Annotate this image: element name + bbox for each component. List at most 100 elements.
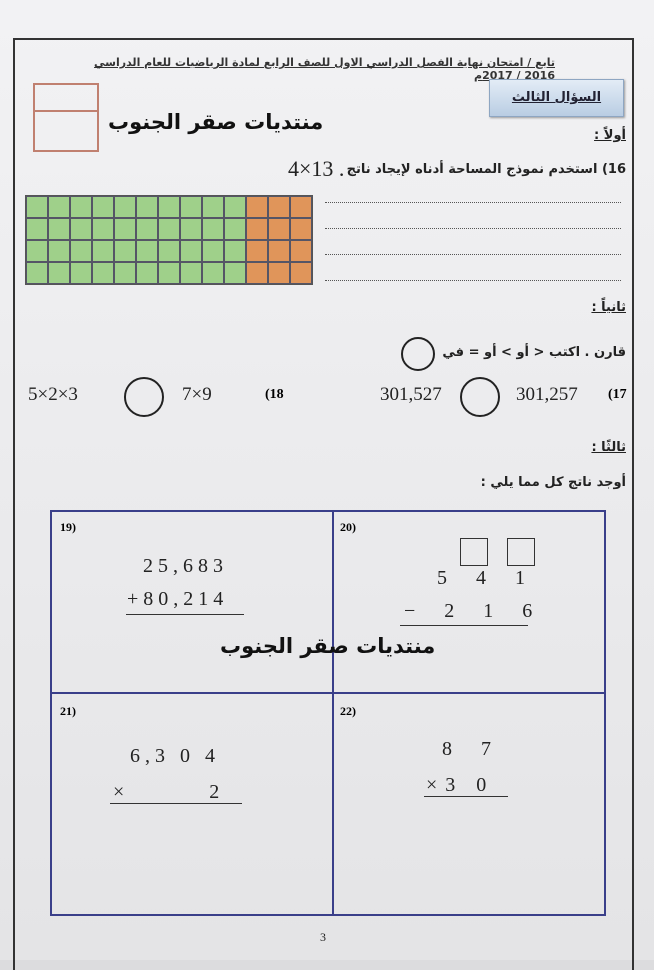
- grid-cell-orange: [268, 240, 290, 262]
- grid-cell-green: [92, 262, 114, 284]
- grid-cell-green: [136, 240, 158, 262]
- q21-line1: 6,3 0 4: [130, 745, 220, 767]
- answer-line[interactable]: [325, 228, 621, 229]
- grid-cell-green: [114, 196, 136, 218]
- grid-cell-green: [26, 196, 48, 218]
- grid-cell-green: [70, 196, 92, 218]
- grid-cell-green: [180, 218, 202, 240]
- q19-number: 19): [60, 520, 76, 534]
- grid-cell-orange: [246, 262, 268, 284]
- grid-cell-green: [92, 196, 114, 218]
- q20-line1: 5 4 1: [437, 567, 537, 589]
- q22-number: 22): [340, 704, 356, 718]
- grid-cell-green: [48, 218, 70, 240]
- grid-cell-green: [136, 262, 158, 284]
- q19-answer-line: [126, 614, 244, 615]
- grid-cell-green: [92, 240, 114, 262]
- grid-cell-green: [114, 218, 136, 240]
- grid-cell-green: [202, 218, 224, 240]
- grade-box-top: [33, 83, 99, 112]
- q20-line2: − 2 1 6: [404, 600, 545, 622]
- grid-cell-green: [158, 218, 180, 240]
- grade-box-bottom: [33, 110, 99, 152]
- section-1-label: أولاً :: [594, 128, 626, 143]
- question-title: السؤال الثالث: [489, 79, 624, 117]
- regroup-box[interactable]: [460, 538, 488, 566]
- q17-right-value: 301,527: [380, 384, 442, 405]
- grid-cell-green: [48, 262, 70, 284]
- grid-cell-green: [70, 240, 92, 262]
- grid-cell-green: [202, 196, 224, 218]
- q21-answer-line: [110, 803, 242, 804]
- q20-answer-line: [400, 625, 528, 626]
- section-2-label: ثانياً :: [591, 300, 626, 315]
- compare-instruction: قارن . اكتب < أو > أو = في: [442, 345, 626, 360]
- grid-cell-orange: [268, 196, 290, 218]
- grid-cell-green: [202, 240, 224, 262]
- grid-cell-green: [114, 240, 136, 262]
- q18-number: (18: [265, 387, 284, 402]
- q17-number: (17: [608, 387, 627, 402]
- q16-expression: 4×13 .: [288, 156, 345, 181]
- q18-right-value: 5×2×3: [28, 384, 78, 405]
- table-divider: [332, 510, 334, 914]
- grid-cell-green: [224, 196, 246, 218]
- q19-line1: 25,683: [143, 555, 228, 577]
- grid-cell-orange: [290, 218, 312, 240]
- q19-line2: +80,214: [127, 588, 229, 610]
- grid-cell-green: [224, 240, 246, 262]
- q18-answer-circle[interactable]: [124, 377, 164, 417]
- watermark: منتديات صقر الجنوب: [220, 634, 436, 658]
- q16-text: 16) استخدم نموذج المساحة أدناه لإيجاد نا…: [346, 162, 626, 177]
- grid-cell-green: [158, 240, 180, 262]
- grid-cell-orange: [268, 218, 290, 240]
- grid-cell-green: [26, 240, 48, 262]
- page-border: [13, 38, 634, 970]
- grid-cell-orange: [246, 196, 268, 218]
- q22-line1: 8 7: [442, 738, 503, 760]
- section-3-instruction: أوجد ناتج كل مما يلي :: [480, 475, 626, 490]
- q22-line2: ×3 0: [426, 774, 495, 796]
- answer-line[interactable]: [325, 202, 621, 203]
- q22-answer-line: [424, 796, 508, 797]
- circle-example: [401, 337, 435, 371]
- q17-answer-circle[interactable]: [460, 377, 500, 417]
- section-3-label: ثالثًا :: [591, 440, 626, 455]
- grid-cell-green: [224, 218, 246, 240]
- area-model-grid: [25, 195, 313, 285]
- grid-cell-orange: [290, 262, 312, 284]
- grid-cell-orange: [290, 240, 312, 262]
- grid-cell-green: [158, 262, 180, 284]
- grid-cell-green: [114, 262, 136, 284]
- grid-cell-green: [180, 240, 202, 262]
- answer-line[interactable]: [325, 254, 621, 255]
- grid-cell-green: [26, 262, 48, 284]
- grid-cell-orange: [246, 218, 268, 240]
- grid-cell-green: [70, 218, 92, 240]
- grid-cell-green: [26, 218, 48, 240]
- table-divider: [50, 692, 604, 694]
- grid-cell-orange: [290, 196, 312, 218]
- grid-cell-green: [70, 262, 92, 284]
- grid-cell-orange: [246, 240, 268, 262]
- q20-number: 20): [340, 520, 356, 534]
- grid-cell-green: [48, 240, 70, 262]
- q21-number: 21): [60, 704, 76, 718]
- grid-cell-green: [158, 196, 180, 218]
- grid-cell-green: [136, 196, 158, 218]
- q18-left-value: 7×9: [182, 384, 212, 405]
- answer-line[interactable]: [325, 280, 621, 281]
- page-number: 3: [320, 930, 326, 944]
- exam-header: تابع / امتحان نهاية الفصل الدراسي الاول …: [94, 56, 555, 82]
- grid-cell-green: [92, 218, 114, 240]
- watermark: منتديات صقر الجنوب: [108, 110, 324, 134]
- q17-left-value: 301,257: [516, 384, 578, 405]
- grid-cell-green: [48, 196, 70, 218]
- grid-cell-green: [136, 218, 158, 240]
- regroup-box[interactable]: [507, 538, 535, 566]
- grid-cell-green: [180, 196, 202, 218]
- problems-table: [50, 510, 606, 916]
- grid-cell-green: [202, 262, 224, 284]
- q21-line2: × 2: [113, 781, 225, 803]
